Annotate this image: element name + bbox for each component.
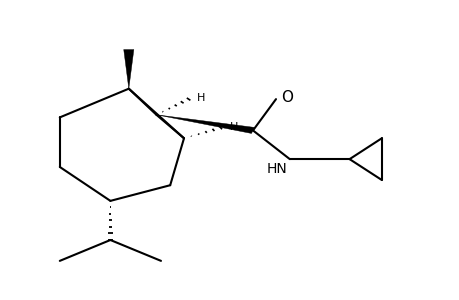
- Text: H: H: [196, 93, 205, 103]
- Polygon shape: [123, 50, 134, 89]
- Polygon shape: [156, 115, 254, 134]
- Text: O: O: [281, 90, 293, 105]
- Text: HN: HN: [266, 162, 287, 176]
- Text: H: H: [230, 122, 238, 131]
